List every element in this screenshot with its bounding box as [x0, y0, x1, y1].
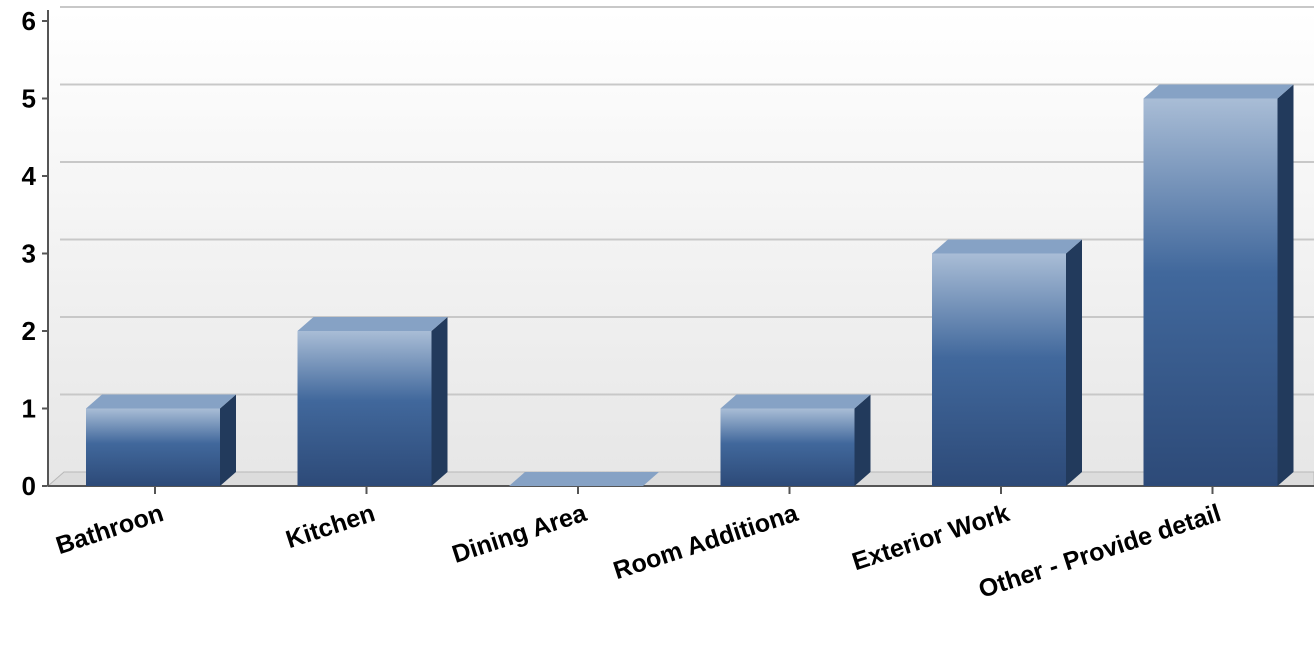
- x-tick-label: Bathroon: [53, 499, 167, 560]
- x-tick-label: Kitchen: [283, 499, 379, 554]
- y-tick-label: 5: [22, 84, 36, 114]
- x-tick-label: Exterior Work: [849, 499, 1013, 576]
- bar-front: [86, 408, 220, 486]
- bar-top: [509, 472, 659, 486]
- y-tick-label: 3: [22, 239, 36, 269]
- bar-top: [932, 239, 1082, 254]
- bar-side: [220, 394, 236, 486]
- bar-side: [431, 317, 448, 486]
- x-tick-label: Other - Provide detail: [975, 499, 1224, 604]
- y-tick-label: 2: [22, 316, 36, 346]
- bar-side: [1277, 84, 1294, 486]
- chart-floor: [46, 471, 1314, 487]
- bar: [509, 472, 659, 486]
- bar-top: [1143, 84, 1294, 99]
- y-tick-label: 6: [22, 6, 36, 36]
- bar-top: [297, 317, 448, 331]
- bar-top: [720, 394, 871, 409]
- y-tick-label: 1: [22, 394, 36, 424]
- plot-background: [48, 10, 1314, 486]
- bar-front: [720, 408, 855, 486]
- bars: [86, 84, 1294, 486]
- x-tick-label: Dining Area: [449, 499, 591, 569]
- bar: [86, 394, 236, 486]
- grid-lines: [60, 6, 1314, 396]
- bar-front: [297, 331, 432, 486]
- bar-side: [1066, 239, 1082, 486]
- y-tick-label: 4: [22, 161, 37, 191]
- bar-front: [1143, 98, 1278, 486]
- bar: [720, 394, 871, 486]
- bar: [1143, 84, 1294, 486]
- y-tick-label: 0: [22, 471, 36, 501]
- bar-side: [854, 394, 871, 486]
- bar-top: [86, 394, 236, 409]
- bar: [932, 239, 1082, 486]
- bar: [297, 317, 448, 486]
- bar-front: [932, 253, 1066, 486]
- x-tick-label: Room Additiona: [610, 499, 802, 585]
